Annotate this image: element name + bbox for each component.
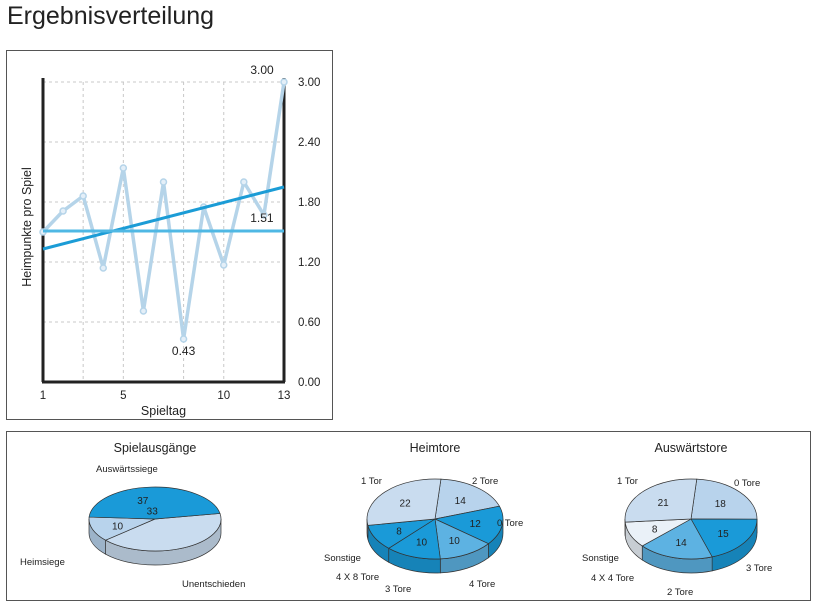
- data-point: [79, 192, 87, 200]
- pie-value-label: 33: [147, 506, 159, 517]
- y-tick-label: 2.40: [298, 137, 320, 149]
- pie-value-label: 8: [652, 525, 658, 536]
- data-point: [119, 164, 128, 172]
- pie-value-label: 10: [112, 521, 124, 532]
- line-chart: 0.00 0.60 1.20 1.80 2.40 3.00 1 5 10 13 Spieltag He…: [20, 63, 320, 418]
- x-tick-label: 13: [278, 390, 291, 402]
- pie-category-label: 4 Tore: [469, 579, 495, 590]
- pie-value-label: 12: [470, 519, 482, 530]
- pie-slice: [366, 478, 442, 526]
- pie-value-label: 21: [658, 498, 670, 509]
- pie-category-label: Sonstige: [324, 553, 361, 564]
- pie-slice: [88, 486, 221, 520]
- data-point: [59, 207, 67, 215]
- pie-category-label: Auswärtssiege: [96, 464, 158, 475]
- y-tick-label: 1.80: [298, 197, 320, 209]
- pie-category-label: 3 Tore: [385, 584, 411, 595]
- pie-category-label: 0 Tore: [734, 478, 760, 489]
- pie-category-label: 3 Tore: [746, 563, 772, 574]
- data-label: 0.43: [172, 344, 196, 358]
- y-tick-label: 1.20: [298, 257, 320, 269]
- pie-slice: [104, 513, 222, 552]
- pie-category-label: 1 Tor: [361, 476, 382, 487]
- pie-value-label: 37: [137, 496, 149, 507]
- line-chart-panel: 0.00 0.60 1.20 1.80 2.40 3.00 1 5 10 13 Spieltag He…: [6, 50, 333, 420]
- pie-value-label: 15: [718, 529, 730, 540]
- pie-value-label: 18: [715, 499, 727, 510]
- data-point: [240, 178, 248, 186]
- data-label: 3.00: [250, 63, 274, 77]
- series-line-heimpunkte: [41, 81, 286, 341]
- pie-category-label: 1 Tor: [617, 476, 638, 487]
- pie-slice: [641, 518, 713, 560]
- x-tick-label: 5: [120, 390, 126, 402]
- trend-line: [42, 185, 285, 251]
- pie-spielausgaenge: Spielausgänge 33 10 37 Auswärtssiege Unentsch…: [20, 441, 245, 590]
- data-point: [179, 335, 188, 343]
- data-label: 1.51: [250, 211, 274, 225]
- pie-heimtore: Heimtore 14 12 10 10 8 22 2 Tore 0 Tore 4 Tore 3 T…: [324, 441, 523, 595]
- pie-category-label: Unentschieden: [182, 579, 245, 590]
- y-tick-label: 3.00: [298, 77, 320, 89]
- pie-title: Heimtore: [410, 441, 461, 455]
- data-point: [139, 307, 148, 315]
- pie-category-label: 0 Tore: [497, 518, 523, 529]
- pie-category-label: Sonstige: [582, 553, 619, 564]
- page-title: Ergebnisverteilung: [7, 2, 215, 30]
- pie-value-label: 22: [400, 499, 412, 510]
- pie-category-label: Heimsiege: [20, 557, 65, 568]
- pie-value-label: 14: [676, 538, 688, 549]
- pie-category-label: 2 Tore: [472, 476, 498, 487]
- x-tick-label: 10: [217, 390, 230, 402]
- x-axis-label: Spieltag: [141, 404, 186, 418]
- data-point: [280, 78, 288, 86]
- pie-value-label: 10: [449, 536, 461, 547]
- y-tick-label: 0.00: [298, 377, 320, 389]
- pie-category-label: 4 X 4 Tore: [591, 573, 634, 584]
- pie-slice: [388, 518, 441, 560]
- pie-slice: [624, 478, 698, 523]
- pie-value-label: 8: [396, 526, 402, 537]
- pie-title: Spielausgänge: [114, 441, 197, 455]
- pie-slice: [434, 518, 490, 560]
- y-tick-label: 0.60: [298, 317, 320, 329]
- pie-auswaertstore: Auswärtstore 18 15 14 8 21 0 Tore 3 Tore 2 Tore 4…: [582, 441, 772, 598]
- pie-value-label: 10: [416, 538, 428, 549]
- pie-slice: [690, 478, 758, 520]
- data-point: [220, 261, 228, 269]
- pie-charts: Spielausgänge 33 10 37 Auswärtssiege Unentsch…: [20, 441, 772, 598]
- data-point: [99, 264, 107, 272]
- pie-category-label: 2 Tore: [667, 587, 693, 598]
- pie-charts-panel: Spielausgänge 33 10 37 Auswärtssiege Unentsch…: [6, 431, 811, 601]
- pie-value-label: 14: [455, 496, 467, 507]
- data-point: [260, 211, 268, 219]
- pie-title: Auswärtstore: [655, 441, 728, 455]
- data-point: [159, 178, 168, 186]
- pie-slice: [690, 518, 758, 558]
- y-axis-label: Heimpunkte pro Spiel: [20, 167, 34, 287]
- pie-slice: [433, 505, 504, 545]
- pie-category-label: 4 X 8 Tore: [336, 572, 379, 583]
- x-tick-label: 1: [40, 390, 46, 402]
